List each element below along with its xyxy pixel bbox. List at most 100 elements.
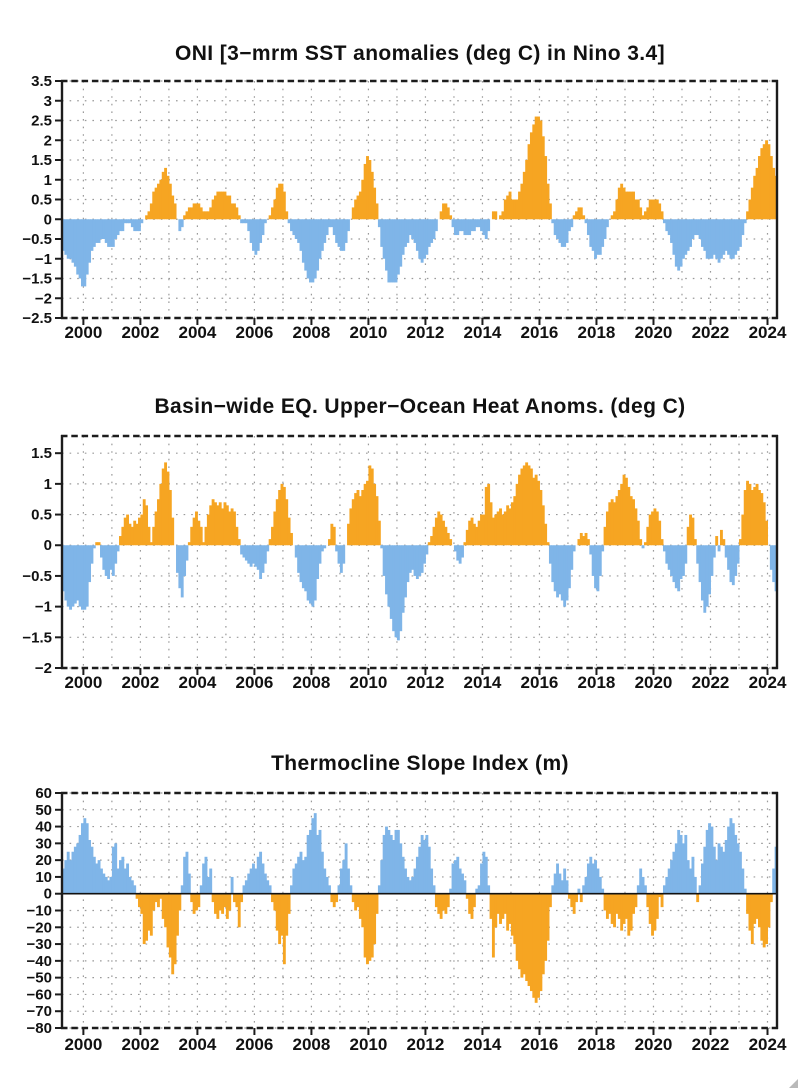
- x-tick-label: 2002: [121, 323, 159, 342]
- bar: [235, 207, 239, 220]
- bar: [567, 219, 571, 232]
- y-tick-label: 1.5: [31, 445, 52, 462]
- bar: [439, 893, 443, 919]
- bar: [351, 893, 355, 903]
- bar: [116, 219, 120, 236]
- bar: [128, 523, 132, 546]
- bar: [601, 545, 605, 552]
- bar: [693, 539, 697, 546]
- bar: [204, 211, 208, 220]
- bar: [62, 868, 65, 894]
- bar: [330, 219, 334, 228]
- bar: [677, 545, 681, 592]
- bar: [575, 211, 578, 220]
- bar: [499, 893, 502, 924]
- bar: [225, 893, 229, 919]
- bar: [480, 863, 483, 894]
- bar: [769, 893, 773, 903]
- bar: [565, 219, 569, 243]
- bar: [145, 893, 149, 941]
- bar: [361, 490, 365, 546]
- bar: [615, 199, 619, 220]
- bar: [114, 219, 118, 239]
- bar: [380, 545, 384, 549]
- bar: [130, 526, 134, 546]
- bar: [363, 483, 367, 546]
- bar: [420, 219, 424, 263]
- bar: [178, 219, 182, 232]
- bar: [515, 893, 519, 961]
- bar: [658, 520, 662, 546]
- bar: [304, 545, 308, 592]
- bar: [760, 893, 764, 941]
- bar: [513, 199, 517, 220]
- bar: [316, 219, 320, 271]
- bar: [285, 211, 289, 220]
- bar: [76, 219, 80, 275]
- bar: [95, 863, 99, 894]
- bar: [318, 829, 322, 894]
- bar: [634, 893, 638, 908]
- bar: [256, 219, 260, 251]
- bar: [309, 829, 312, 894]
- bar: [765, 520, 768, 546]
- bar: [339, 545, 343, 573]
- bar: [489, 893, 493, 919]
- bar: [233, 203, 236, 220]
- y-tick-label: 60: [35, 785, 52, 802]
- bar: [598, 545, 602, 576]
- x-tick-label: 2018: [578, 673, 616, 692]
- bar: [320, 219, 324, 251]
- bar: [214, 893, 217, 914]
- bar: [758, 156, 761, 220]
- bar: [261, 219, 265, 236]
- chart-title-slope: Thermocline Slope Index (m): [271, 752, 569, 775]
- bar: [366, 156, 369, 220]
- bar: [385, 826, 388, 894]
- bar: [394, 545, 398, 638]
- bar: [582, 536, 586, 546]
- bar: [551, 545, 555, 583]
- bar: [750, 893, 754, 945]
- bar: [223, 191, 227, 220]
- bar: [290, 532, 293, 546]
- bar: [681, 219, 685, 259]
- bar: [624, 191, 628, 220]
- bar: [299, 219, 303, 251]
- bar: [527, 893, 531, 987]
- bar: [717, 545, 721, 552]
- bar: [401, 856, 405, 894]
- bar: [615, 893, 619, 914]
- bar: [408, 545, 412, 573]
- bar: [684, 219, 688, 255]
- bar: [263, 219, 267, 224]
- bar: [501, 514, 505, 546]
- bar: [534, 474, 538, 546]
- bar: [665, 876, 669, 894]
- x-tick-label: 2022: [692, 673, 730, 692]
- bar: [228, 893, 232, 911]
- bar: [596, 219, 600, 255]
- bar: [698, 219, 702, 239]
- bar: [195, 893, 198, 911]
- bar: [280, 183, 284, 220]
- bar: [373, 483, 377, 546]
- bar: [399, 545, 403, 632]
- bar: [387, 545, 391, 607]
- bar: [724, 545, 728, 558]
- bar: [271, 526, 274, 546]
- bar: [337, 885, 341, 894]
- bar: [696, 219, 700, 236]
- bar: [81, 219, 84, 287]
- bar: [88, 219, 92, 263]
- bar: [123, 517, 127, 546]
- bar: [560, 880, 564, 894]
- bar: [729, 545, 733, 583]
- bar: [104, 545, 108, 576]
- bar: [237, 215, 241, 220]
- bar: [418, 545, 422, 576]
- bar: [81, 823, 84, 894]
- x-tick-label: 2012: [407, 1035, 445, 1054]
- bar: [415, 856, 419, 894]
- bar: [252, 863, 255, 894]
